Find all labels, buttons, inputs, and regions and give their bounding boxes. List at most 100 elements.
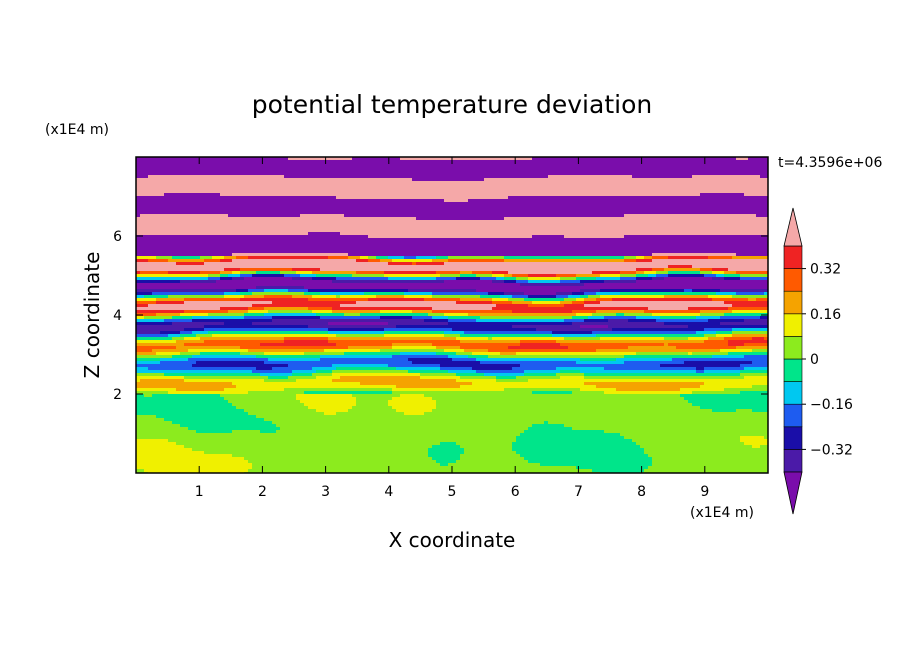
contour-cell [516, 451, 645, 455]
contour-cell [492, 298, 509, 302]
colorbar-bottom-triangle [783, 471, 803, 515]
contour-cell [628, 346, 677, 350]
contour-cell [692, 289, 721, 293]
contour-cell [720, 322, 768, 326]
contour-cell [148, 175, 285, 179]
contour-cell [168, 295, 225, 299]
contour-cell [332, 364, 389, 368]
contour-cell [636, 256, 645, 260]
contour-cell [136, 328, 185, 332]
contour-cell [172, 355, 193, 359]
contour-cell [568, 346, 629, 350]
contour-cell [220, 277, 233, 281]
colorbar-tick-label: 0.32 [810, 262, 841, 278]
contour-cell [600, 337, 665, 341]
contour-cell [480, 295, 501, 299]
contour-cell [192, 331, 209, 335]
contour-cell [496, 376, 517, 380]
contour-cell [512, 295, 529, 299]
contour-cell [472, 367, 513, 371]
contour-cell [636, 268, 653, 272]
contour-cell [724, 271, 737, 275]
contour-cell [752, 445, 761, 449]
contour-cell [528, 304, 565, 308]
contour-cell [708, 319, 745, 323]
contour-cell [444, 331, 465, 335]
contour-cell [224, 292, 241, 296]
contour-cell [556, 367, 605, 371]
contour-cell [704, 340, 729, 344]
contour-cell [196, 334, 213, 338]
contour-cell [696, 316, 721, 320]
contour-cell [156, 298, 185, 302]
contour-cell [284, 175, 549, 179]
contour-cell [688, 352, 693, 356]
contour-cell [448, 463, 541, 467]
contour-cell [432, 307, 493, 311]
contour-cell [236, 385, 397, 389]
contour-cell [332, 280, 445, 284]
contour-cell [304, 292, 321, 296]
x-tick-label: 2 [258, 484, 267, 500]
contour-cell [692, 403, 768, 407]
contour-cell [704, 274, 717, 278]
x-tick-label: 1 [195, 484, 204, 500]
contour-cell [136, 226, 768, 230]
contour-cell [476, 370, 525, 374]
contour-cell [464, 448, 513, 452]
contour-cell [488, 337, 493, 341]
contour-cell [168, 259, 205, 263]
contour-cell [744, 319, 768, 323]
contour-cell [336, 412, 405, 416]
contour-cell [244, 409, 317, 413]
contour-cell [452, 358, 477, 362]
contour-cell [612, 298, 713, 302]
contour-cell [288, 289, 309, 293]
contour-cell [636, 277, 653, 281]
contour-cell [136, 244, 768, 248]
contour-cell [256, 415, 768, 419]
contour-cell [392, 406, 437, 410]
contour-cell [440, 274, 461, 278]
contour-cell [444, 313, 469, 317]
contour-cell [156, 313, 181, 317]
contour-cell [460, 346, 509, 350]
contour-cell [272, 301, 357, 305]
contour-cell [528, 295, 557, 299]
contour-cell [616, 358, 673, 362]
contour-cell [320, 355, 393, 359]
contour-cell [136, 223, 768, 227]
contour-cell [300, 400, 357, 404]
contour-cell [456, 442, 513, 446]
contour-cell [388, 262, 413, 266]
contour-cell [388, 364, 441, 368]
contour-cell [260, 430, 277, 434]
contour-cell [136, 385, 237, 389]
contour-cell [628, 319, 657, 323]
contour-cell [664, 277, 713, 281]
contour-cell [532, 157, 737, 161]
contour-cell [576, 298, 585, 302]
contour-cell [136, 388, 177, 392]
contour-cell [680, 388, 725, 392]
contour-cell [752, 337, 765, 341]
contour-cell [320, 358, 409, 362]
contour-cell [136, 193, 165, 197]
contour-cell [208, 331, 329, 335]
contour-cell [412, 262, 417, 266]
contour-cell [624, 361, 685, 365]
contour-cell [352, 157, 401, 161]
contour-cell [272, 319, 425, 323]
contour-cell [580, 388, 617, 392]
contour-cell [200, 352, 241, 356]
contour-cell [432, 259, 449, 263]
contour-cell [632, 175, 693, 179]
contour-cell [164, 319, 193, 323]
contour-cell [708, 295, 733, 299]
contour-cell [224, 268, 241, 272]
contour-cell [240, 346, 349, 350]
contour-cell [624, 313, 653, 317]
contour-cell [136, 349, 153, 353]
contour-cell [172, 421, 273, 425]
contour-cell [584, 283, 768, 287]
